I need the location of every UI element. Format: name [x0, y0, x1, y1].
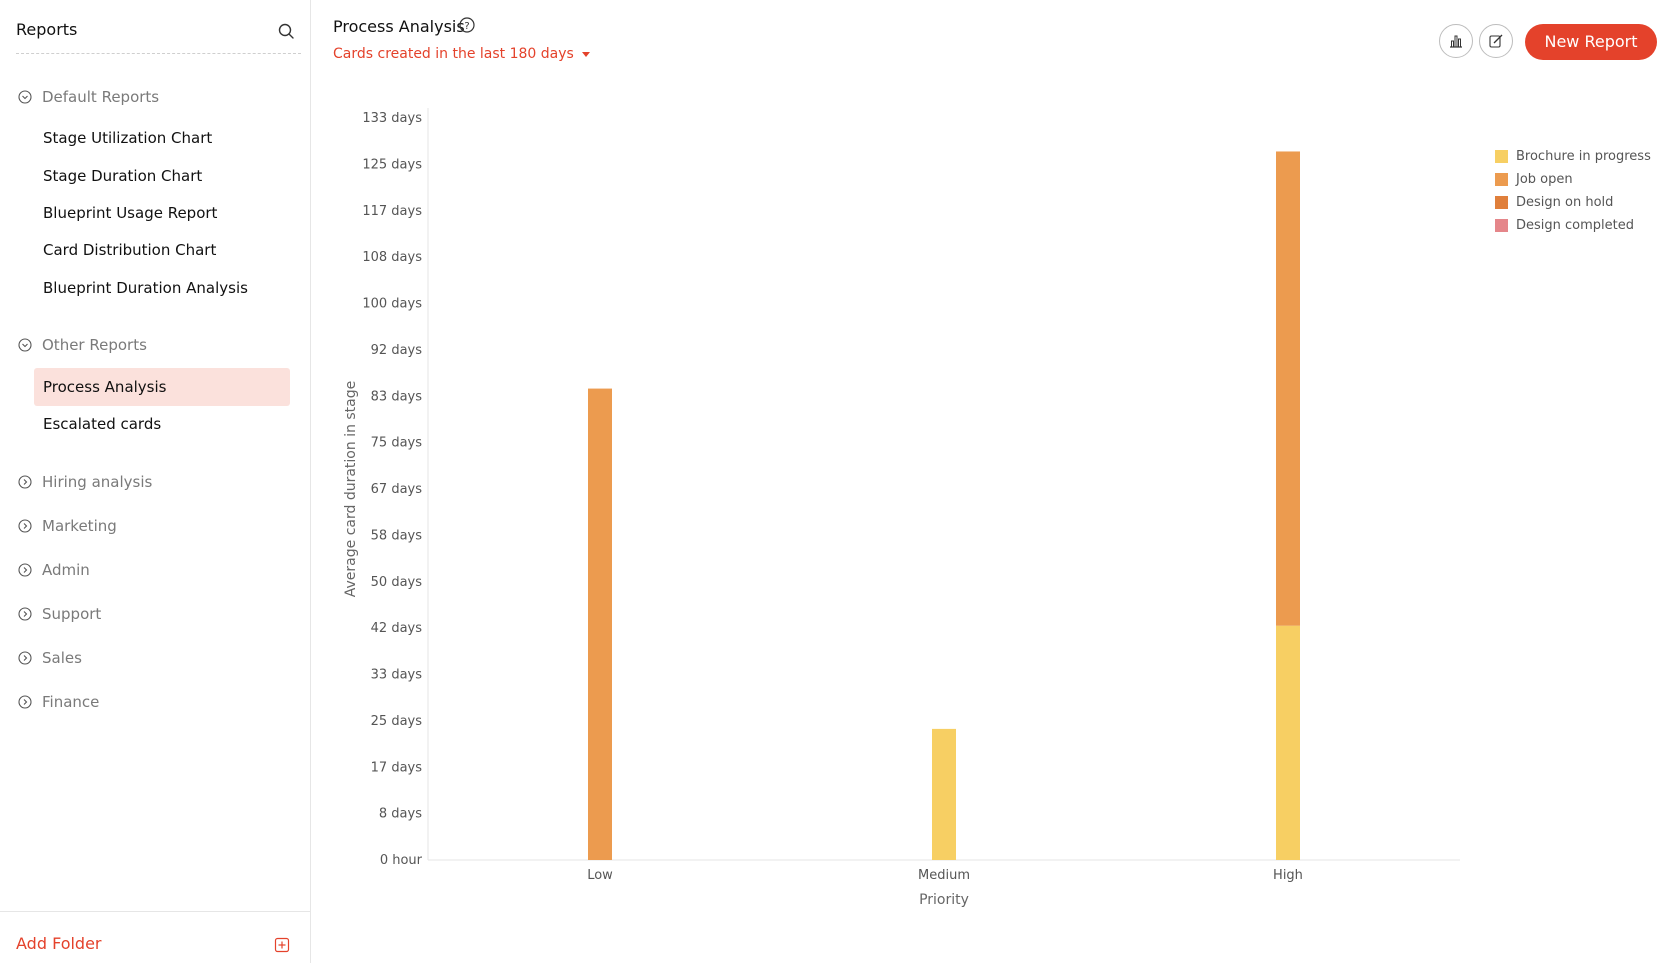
sidebar: Reports Default Reports Stage Utilizatio…	[0, 0, 311, 963]
chevron-right-icon	[18, 519, 32, 533]
y-tick-label: 75 days	[371, 436, 423, 451]
chevron-right-icon	[18, 563, 32, 577]
y-tick-label: 100 days	[362, 297, 422, 312]
svg-text:?: ?	[464, 21, 469, 32]
folder-finance[interactable]: Finance	[18, 690, 99, 714]
search-icon[interactable]	[277, 22, 295, 40]
add-folder-link[interactable]: Add Folder	[16, 934, 102, 953]
folder-label: Other Reports	[42, 336, 147, 354]
y-tick-label: 117 days	[362, 204, 422, 219]
edit-report-button[interactable]	[1479, 24, 1513, 58]
y-tick-label: 92 days	[371, 343, 423, 358]
page-title: Process Analysis	[333, 17, 465, 36]
report-item[interactable]: Stage Utilization Chart	[43, 129, 213, 147]
add-folder-icon[interactable]	[274, 937, 290, 953]
x-tick-label: High	[1273, 868, 1303, 883]
date-filter-dropdown[interactable]: Cards created in the last 180 days	[333, 46, 590, 62]
x-axis-title: Priority	[919, 892, 969, 908]
legend-label: Brochure in progress	[1516, 149, 1651, 164]
chevron-right-icon	[18, 475, 32, 489]
folder-marketing[interactable]: Marketing	[18, 514, 117, 538]
y-tick-label: 67 days	[371, 482, 423, 497]
y-tick-label: 17 days	[371, 760, 423, 775]
folder-label: Support	[42, 605, 102, 623]
legend-swatch	[1495, 173, 1508, 186]
folder-label: Marketing	[42, 517, 117, 535]
bar-segment[interactable]	[1276, 625, 1300, 860]
legend-label: Job open	[1516, 172, 1573, 187]
y-tick-label: 108 days	[362, 250, 422, 265]
edit-icon	[1489, 34, 1503, 48]
chart-type-button[interactable]	[1439, 24, 1473, 58]
legend-label: Design on hold	[1516, 195, 1614, 210]
x-axis-ticks: Low Medium High	[587, 868, 1303, 883]
y-tick-label: 125 days	[362, 157, 422, 172]
chevron-down-icon	[18, 90, 32, 104]
y-tick-label: 58 days	[371, 528, 423, 543]
folder-label: Finance	[42, 693, 100, 711]
legend-item[interactable]: Design completed	[1495, 214, 1651, 237]
folder-hiring-analysis[interactable]: Hiring analysis	[18, 470, 152, 494]
folder-admin[interactable]: Admin	[18, 558, 90, 582]
folder-support[interactable]: Support	[18, 602, 101, 626]
legend-swatch	[1495, 196, 1508, 209]
folder-other-reports[interactable]: Other Reports	[18, 333, 147, 357]
y-axis-title: Average card duration in stage	[343, 381, 359, 598]
y-tick-label: 133 days	[362, 111, 422, 126]
report-item[interactable]: Blueprint Usage Report	[43, 204, 218, 222]
bar-segment[interactable]	[932, 728, 956, 860]
folder-label: Default Reports	[42, 88, 160, 106]
y-tick-label: 83 days	[371, 389, 423, 404]
y-tick-label: 50 days	[371, 575, 423, 590]
sidebar-header: Reports	[16, 18, 301, 54]
legend-item[interactable]: Brochure in progress	[1495, 145, 1651, 168]
report-item[interactable]: Stage Duration Chart	[43, 167, 203, 185]
help-icon[interactable]: ?	[458, 16, 476, 34]
folder-label: Sales	[42, 649, 82, 667]
y-tick-label: 8 days	[379, 807, 422, 822]
legend-label: Design completed	[1516, 218, 1634, 233]
report-item-active[interactable]: Process Analysis	[34, 368, 290, 406]
date-filter-label: Cards created in the last 180 days	[333, 46, 574, 62]
chevron-right-icon	[18, 607, 32, 621]
folder-label: Hiring analysis	[42, 473, 153, 491]
legend-item[interactable]: Job open	[1495, 168, 1651, 191]
folder-sales[interactable]: Sales	[18, 646, 82, 670]
report-item[interactable]: Escalated cards	[43, 415, 162, 433]
chevron-right-icon	[18, 651, 32, 665]
x-tick-label: Medium	[918, 868, 970, 883]
bar-chart-icon	[1450, 35, 1462, 48]
y-tick-label: 25 days	[371, 714, 423, 729]
y-axis-ticks: 0 hour 8 days 17 days 25 days 33 days 42 days…	[362, 111, 422, 868]
bar-segment[interactable]	[588, 388, 612, 860]
report-item[interactable]: Card Distribution Chart	[43, 241, 217, 259]
bar-segment[interactable]	[1276, 151, 1300, 626]
folder-label: Admin	[42, 561, 90, 579]
y-tick-label: 0 hour	[380, 853, 423, 868]
sidebar-footer: Add Folder	[0, 911, 310, 964]
legend-item[interactable]: Design on hold	[1495, 191, 1651, 214]
report-item[interactable]: Blueprint Duration Analysis	[43, 279, 248, 297]
x-tick-label: Low	[587, 868, 613, 883]
new-report-button[interactable]: New Report	[1525, 24, 1657, 60]
folder-default-reports[interactable]: Default Reports	[18, 85, 159, 109]
chevron-down-icon	[18, 338, 32, 352]
legend-swatch	[1495, 219, 1508, 232]
sidebar-title: Reports	[16, 20, 78, 39]
process-analysis-chart: 0 hour 8 days 17 days 25 days 33 days 42 days…	[343, 108, 1460, 908]
chart-legend: Brochure in progress Job open Design on …	[1495, 145, 1651, 237]
chevron-right-icon	[18, 695, 32, 709]
y-tick-label: 42 days	[371, 621, 423, 636]
legend-swatch	[1495, 150, 1508, 163]
y-tick-label: 33 days	[371, 668, 423, 683]
caret-down-icon	[581, 51, 590, 57]
chart-bars	[588, 151, 1300, 860]
